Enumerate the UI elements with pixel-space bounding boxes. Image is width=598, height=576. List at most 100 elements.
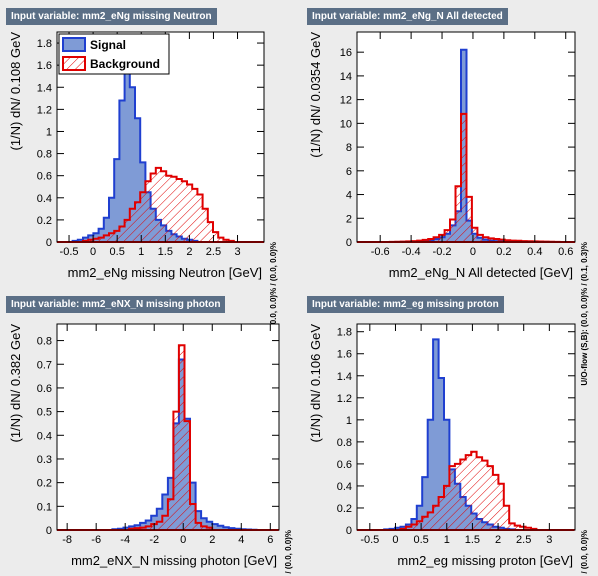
background-histogram	[57, 166, 264, 243]
y-tick-label: 1.8	[337, 327, 352, 339]
y-tick-label: 0.1	[37, 501, 52, 513]
y-tick-label: 1.6	[337, 349, 352, 361]
y-tick-label: 14	[340, 71, 352, 83]
x-tick-label: 2	[209, 534, 215, 546]
x-tick-label: 0.4	[527, 246, 542, 258]
y-tick-label: 1	[346, 415, 352, 427]
y-tick-label: 1.2	[37, 104, 52, 116]
x-axis-label: mm2_eNg missing Neutron [GeV]	[68, 265, 262, 280]
x-tick-label: 2.5	[206, 246, 221, 258]
plot-frame	[356, 31, 576, 243]
y-tick-label: 0.8	[37, 336, 52, 348]
panel-title-3: Input variable: mm2_eNX_N missing photon	[6, 296, 226, 313]
histogram-panel-4	[356, 323, 576, 531]
y-tick-label: 0.2	[37, 215, 52, 227]
x-tick-label: 0.2	[496, 246, 511, 258]
panel-title-4: Input variable: mm2_eg missing proton	[307, 296, 504, 313]
x-tick-label: 3	[546, 534, 552, 546]
x-tick-label: 3	[234, 246, 240, 258]
x-tick-label: 0	[180, 534, 186, 546]
x-tick-label: 1.5	[465, 534, 480, 546]
y-tick-label: 16	[340, 47, 352, 59]
y-tick-label: 0	[346, 525, 352, 537]
overflow-label: U/O-flow (S,B): (0.0, 0.0)% / (0.1, 0.3)…	[580, 242, 589, 386]
y-tick-label: 0.6	[337, 459, 352, 471]
x-axis-label: mm2_eg missing proton [GeV]	[397, 553, 573, 568]
x-tick-label: 0	[470, 246, 476, 258]
y-tick-label: 2	[346, 213, 352, 225]
x-axis-label: mm2_eNg_N All detected [GeV]	[389, 265, 573, 280]
y-tick-label: 0	[46, 237, 52, 249]
panel-title-1: Input variable: mm2_eNg missing Neutron	[6, 8, 217, 25]
x-tick-label: -0.2	[433, 246, 452, 258]
plot-frame	[356, 323, 576, 531]
y-tick-label: 1.6	[37, 60, 52, 72]
x-tick-label: -0.5	[360, 534, 379, 546]
y-tick-label: 1.2	[337, 393, 352, 405]
y-tick-label: 12	[340, 95, 352, 107]
legend-signal-label: Signal	[90, 38, 126, 52]
y-tick-label: 0.5	[37, 407, 52, 419]
y-tick-label: 0.6	[37, 383, 52, 395]
histogram-panel-3	[56, 323, 280, 531]
x-tick-label: 0	[90, 246, 96, 258]
x-tick-label: 1	[138, 246, 144, 258]
x-tick-label: 1.5	[158, 246, 173, 258]
x-tick-label: -0.5	[60, 246, 79, 258]
legend	[58, 33, 170, 75]
y-tick-label: 1.8	[37, 38, 52, 50]
x-axis-label: mm2_eNX_N missing photon [GeV]	[71, 553, 277, 568]
y-tick-label: 0	[346, 237, 352, 249]
overflow-label: U/O-flow (S,B): (0.2, 0.0)% / (0.0, 0.0)…	[284, 530, 293, 576]
x-tick-label: 2	[186, 246, 192, 258]
x-tick-label: -0.6	[371, 246, 390, 258]
x-tick-label: -8	[62, 534, 72, 546]
y-axis-label: (1/N) dN/ 0.0354 GeV	[308, 32, 323, 158]
x-tick-label: -2	[149, 534, 159, 546]
x-tick-label: 0.5	[110, 246, 125, 258]
y-tick-label: 0.4	[337, 481, 352, 493]
y-tick-label: 0.8	[37, 149, 52, 161]
y-tick-label: 4	[346, 190, 352, 202]
y-tick-label: 6	[346, 166, 352, 178]
x-tick-label: 0.5	[413, 534, 428, 546]
plot-frame	[56, 31, 265, 243]
x-tick-label: -6	[91, 534, 101, 546]
y-axis-label: (1/N) dN/ 0.108 GeV	[8, 32, 23, 151]
y-tick-label: 0.6	[37, 171, 52, 183]
y-tick-label: 0.8	[337, 437, 352, 449]
y-tick-label: 10	[340, 118, 352, 130]
y-tick-label: 0.2	[337, 503, 352, 515]
overflow-label: U/O-flow (S,B): (0.0, 0.0)% / (0.0, 0.0)…	[580, 530, 589, 576]
x-tick-label: 0.6	[558, 246, 573, 258]
panel-title-2: Input variable: mm2_eNg_N All detected	[307, 8, 508, 25]
background-histogram	[357, 450, 575, 531]
y-tick-label: 0.3	[37, 454, 52, 466]
legend-background-swatch	[62, 56, 86, 71]
plot-frame	[56, 323, 280, 531]
y-tick-label: 0	[46, 525, 52, 537]
x-tick-label: 6	[267, 534, 273, 546]
histogram-panel-2	[356, 31, 576, 243]
y-tick-label: 1.4	[337, 371, 352, 383]
overflow-label: U/O-flow (S,B): (0.0, 0.0)% / (0.0, 0.0)…	[269, 242, 278, 386]
x-tick-label: 1	[444, 534, 450, 546]
y-tick-label: 1.4	[37, 82, 52, 94]
histogram-panel-1	[56, 31, 265, 243]
y-axis-label: (1/N) dN/ 0.106 GeV	[308, 324, 323, 443]
x-tick-label: 0	[392, 534, 398, 546]
y-tick-label: 0.2	[37, 478, 52, 490]
y-tick-label: 0.4	[37, 193, 52, 205]
y-axis-label: (1/N) dN/ 0.382 GeV	[8, 324, 23, 443]
y-tick-label: 0.7	[37, 359, 52, 371]
y-tick-label: 1	[46, 126, 52, 138]
x-tick-label: 2.5	[516, 534, 531, 546]
x-tick-label: 2	[495, 534, 501, 546]
x-tick-label: 4	[238, 534, 244, 546]
y-tick-label: 8	[346, 142, 352, 154]
x-tick-label: -0.4	[402, 246, 421, 258]
y-tick-label: 0.4	[37, 430, 52, 442]
legend-signal-swatch	[62, 37, 86, 52]
